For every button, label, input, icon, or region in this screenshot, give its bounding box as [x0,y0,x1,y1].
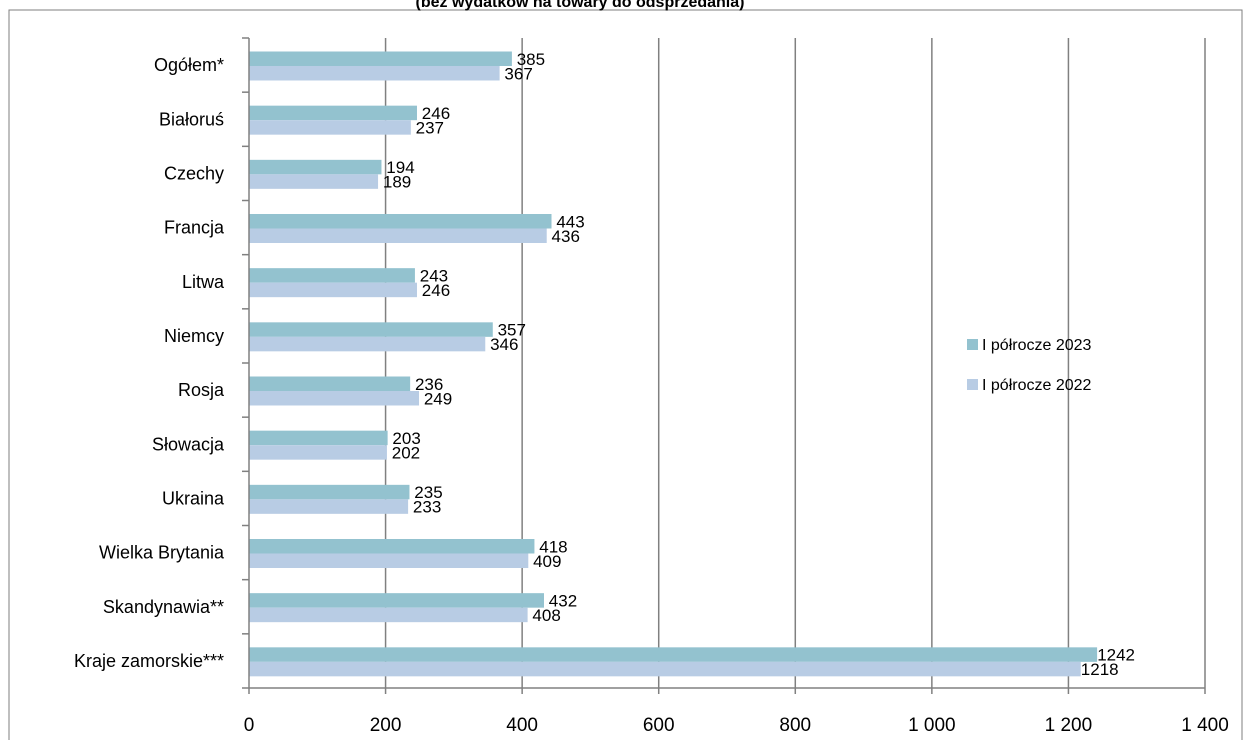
x-tick-label: 0 [244,715,255,736]
category-label: Wielka Brytania [99,543,225,563]
data-label: 346 [490,335,518,354]
category-label: Francja [164,218,225,238]
bar-2023 [249,268,415,283]
bar-2022 [249,661,1081,677]
axes: 0 200 400 600 800 1 000 1 200 1 400 Ogółem* Biało… [74,37,1229,736]
category-label: Białoruś [159,109,224,129]
data-label: 246 [422,281,450,300]
bar-2022 [249,120,411,135]
bars [249,51,1098,677]
bar-2022 [249,66,500,81]
subtitle-backdrop [250,0,1000,9]
data-label: 408 [532,606,560,625]
data-label: 418 [539,537,567,556]
data-label: 233 [413,498,441,517]
data-label: 203 [392,429,420,448]
data-label: 367 [504,64,532,83]
bar-2022 [249,445,387,460]
chart-border [8,9,1243,740]
grid-lines [384,38,1206,688]
category-label: Skandynawia** [103,597,224,617]
legend-label: I półrocze 2022 [982,377,1092,394]
legend-swatch [967,339,978,350]
data-label: 202 [392,443,420,462]
data-label: 243 [420,266,448,285]
data-label: 409 [533,552,561,571]
x-tick-label: 1 000 [908,715,956,736]
data-label: 249 [424,389,452,408]
bar-2023 [249,593,544,608]
bar-2023 [249,51,512,66]
category-label: Ogółem* [154,55,224,75]
data-label: 357 [498,321,526,340]
bar-2023 [249,376,411,391]
bar-2022 [249,391,420,406]
x-tick-label: 1 400 [1181,715,1229,736]
bar-2023 [249,539,535,554]
data-label: 1242 [1097,646,1135,665]
data-label: 432 [549,591,577,610]
legend: I półrocze 2023 I półrocze 2022 [967,337,1092,394]
category-label: Niemcy [164,326,224,346]
category-label: Rosja [178,380,225,400]
category-label: Czechy [164,163,224,183]
x-tick-label: 400 [506,715,538,736]
bar-2023 [249,647,1098,662]
value-labels: 3853672462371941894434362432463573462362… [383,50,1135,679]
bar-2022 [249,607,528,623]
legend-label: I półrocze 2023 [982,337,1092,354]
legend-swatch [967,379,978,390]
category-label: Kraje zamorskie*** [74,651,224,671]
data-label: 443 [556,212,584,231]
data-label: 1218 [1081,660,1119,679]
category-label: Słowacja [152,434,225,454]
bar-2022 [249,499,409,514]
bar-2023 [249,214,552,229]
bar-2022 [249,282,417,298]
bar-2022 [249,228,547,243]
data-label: 189 [383,173,411,192]
bar-2023 [249,484,410,500]
bar-2022 [249,553,529,568]
data-label: 385 [517,50,545,69]
x-tick-label: 800 [779,715,811,736]
chart-subtitle: (bez wydatków na towary do odsprzedania) [416,0,745,11]
bar-2022 [249,174,379,189]
x-tick-label: 600 [643,715,675,736]
data-label: 235 [414,483,442,502]
data-label: 236 [415,375,443,394]
data-label: 436 [552,227,580,246]
category-label: Litwa [182,272,225,292]
data-label: 194 [386,158,414,177]
bar-2023 [249,105,417,121]
bar-2022 [249,336,486,352]
x-tick-label: 200 [370,715,402,736]
bar-2023 [249,322,493,337]
data-label: 246 [422,104,450,123]
data-label: 237 [416,118,444,137]
x-tick-label: 1 200 [1045,715,1093,736]
bar-2023 [249,430,388,446]
bar-2023 [249,159,382,175]
category-label: Ukraina [162,488,225,508]
